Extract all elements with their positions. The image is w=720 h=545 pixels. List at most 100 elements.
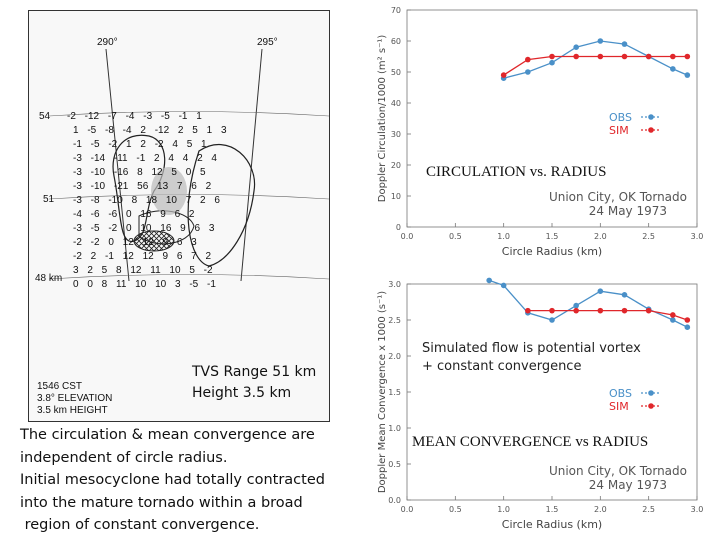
x-tick-label: 0.0	[401, 232, 414, 241]
y-tick-label: 1.5	[388, 388, 401, 397]
x-tick-label: 1.5	[546, 232, 559, 241]
radar-map-svg: 290° 295° 54 51 48 km -2 -12 -7 -4 -3 -5…	[35, 37, 329, 416]
data-point-obs	[573, 44, 579, 50]
note-line: + constant convergence	[422, 359, 582, 374]
series-line-sim	[527, 309, 688, 321]
data-point-sim	[645, 53, 652, 60]
grid-row: -3 -10 -16 8 12 5 0 5	[73, 167, 206, 178]
x-tick-label: 2.5	[642, 505, 655, 514]
data-point-sim	[549, 307, 555, 314]
legend-marker-sim	[648, 403, 654, 409]
chart-date: 24 May 1973	[589, 478, 667, 492]
data-point-obs	[573, 302, 579, 309]
series-line-obs	[488, 279, 688, 328]
description-line: Initial mesocyclone had totally contract…	[20, 472, 325, 488]
data-point-obs	[670, 317, 676, 323]
grid-row: -3 -5 -2 0 10 16 9 6 3	[73, 223, 215, 234]
tvs-stipple	[151, 167, 187, 215]
circulation-chart-title: CIRCULATION vs. RADIUS	[426, 164, 607, 181]
legend-label-sim: SIM	[609, 124, 629, 137]
y-tick-label: 3.0	[388, 280, 401, 289]
grid-row: -1 -5 -2 1 2 -2 4 5 1	[73, 139, 207, 150]
chart-place: Union City, OK Tornado	[549, 464, 687, 478]
y-tick-label: 10	[391, 192, 401, 201]
data-point-obs	[684, 324, 691, 330]
range-label-51: 51	[43, 194, 55, 205]
series-line-sim	[503, 55, 688, 76]
note-line: Simulated flow is potential vortex	[422, 341, 641, 356]
data-point-sim	[573, 53, 579, 60]
y-tick-label: 0	[396, 223, 401, 232]
data-point-obs	[684, 72, 691, 78]
data-point-obs	[525, 69, 531, 75]
radial-295	[240, 48, 263, 282]
tvs-caption: TVS Range 51 km Height 3.5 km	[192, 362, 316, 404]
data-point-sim	[621, 307, 628, 314]
y-tick-label: 30	[391, 130, 401, 139]
data-point-sim	[684, 53, 691, 60]
legend-marker-obs	[648, 114, 654, 120]
chart-place: Union City, OK Tornado	[549, 190, 687, 204]
data-point-obs	[597, 288, 604, 294]
description-line: region of constant convergence.	[20, 517, 260, 533]
description-line: independent of circle radius.	[20, 449, 228, 466]
grid-row: -3 -10 -21 56 13 7 6 2	[73, 181, 212, 192]
tvs-height: Height 3.5 km	[192, 385, 292, 401]
data-point-obs	[597, 38, 604, 44]
x-tick-label: 1.5	[546, 505, 559, 514]
radar-velocity-figure: 290° 295° 54 51 48 km -2 -12 -7 -4 -3 -5…	[28, 10, 330, 422]
x-tick-label: 2.5	[642, 232, 655, 241]
data-point-sim	[597, 307, 604, 314]
data-point-obs	[549, 59, 555, 66]
data-point-sim	[670, 53, 676, 60]
data-point-sim	[573, 307, 579, 314]
y-tick-label: 40	[391, 99, 401, 108]
range-label-48: 48 km	[35, 273, 62, 284]
chart-date: 24 May 1973	[589, 204, 667, 218]
data-point-obs	[621, 41, 628, 47]
grid-row: -3 -14 -11 -1 2 4 4 2 4	[73, 153, 217, 164]
data-point-sim	[549, 53, 555, 60]
y-axis-label: Doppler Mean Convergence x 1000 (s⁻¹)	[377, 291, 388, 493]
x-tick-label: 1.0	[497, 505, 510, 514]
description-text: The circulation & mean convergence are i…	[20, 424, 340, 537]
data-point-sim	[621, 53, 628, 60]
legend-label-sim: SIM	[609, 400, 629, 413]
azimuth-label-290: 290°	[97, 37, 118, 48]
legend-label-obs: OBS	[609, 387, 632, 400]
x-tick-label: 2.0	[594, 505, 607, 514]
grid-row: 0 0 8 11 10 10 3 -5 -1	[73, 279, 216, 290]
circulation-chart: 0 10 20 30 40 50 60 70 0.0 0.5 1.0 1.5 2.0 2.5 3.0 Circ…	[360, 0, 720, 268]
grid-row: -4 -6 -6 0 16 9 6 2	[73, 209, 195, 220]
azimuth-label-295: 295°	[257, 37, 278, 48]
y-tick-label: 0.0	[388, 496, 401, 505]
grid-row: 3 2 5 8 12 11 10 5 -2	[73, 265, 213, 276]
legend-marker-sim	[648, 127, 654, 133]
x-tick-label: 0.5	[449, 232, 462, 241]
stamp-height: 3.5 km HEIGHT	[37, 405, 108, 416]
data-point-sim	[645, 307, 652, 314]
range-label-54: 54	[39, 111, 51, 122]
convergence-chart-title: MEAN CONVERGENCE vs RADIUS	[412, 434, 649, 451]
grid-row: -2 -12 -7 -4 -3 -5 -1 1	[67, 111, 202, 122]
x-tick-label: 0.0	[401, 505, 414, 514]
data-point-sim	[525, 307, 531, 314]
stamp-time: 1546 CST	[37, 381, 82, 392]
x-tick-label: 1.0	[497, 232, 510, 241]
x-axis-label: Circle Radius (km)	[502, 518, 602, 531]
data-point-sim	[597, 53, 604, 60]
y-tick-label: 50	[391, 68, 401, 77]
data-point-obs	[670, 66, 676, 72]
range-arc-54	[48, 111, 329, 117]
x-tick-label: 0.5	[449, 505, 462, 514]
x-tick-label: 3.0	[691, 232, 704, 241]
convergence-chart-svg: 0.0 0.5 1.0 1.5 2.0 2.5 3.0 0.0 0.5 1.0 1.5 2.0 2.5 3…	[377, 277, 703, 531]
convergence-hatch	[133, 230, 175, 252]
data-point-obs	[500, 282, 507, 289]
data-point-sim	[670, 312, 676, 318]
legend-marker-obs	[648, 390, 654, 396]
y-tick-label: 2.0	[388, 352, 401, 361]
grid-row: -2 -2 0 12 12 9 6 3	[73, 237, 197, 248]
data-point-obs	[486, 277, 492, 284]
convergence-chart: 0.0 0.5 1.0 1.5 2.0 2.5 3.0 0.0 0.5 1.0 1.5 2.0 2.5 3…	[360, 268, 720, 540]
